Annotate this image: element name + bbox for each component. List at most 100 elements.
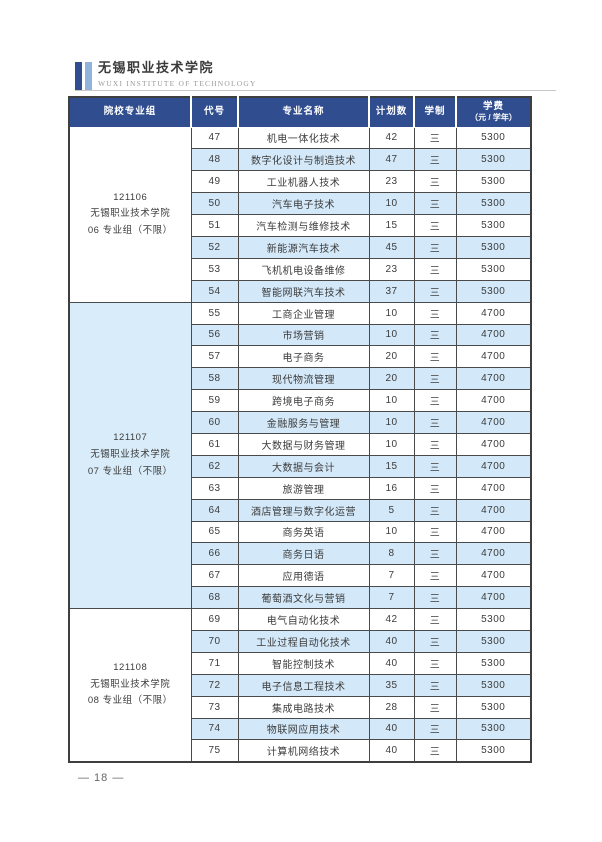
cell-fee: 5300 bbox=[455, 739, 532, 763]
school-header: 无锡职业技术学院 WUXI INSTITUTE OF TECHNOLOGY bbox=[75, 60, 257, 91]
cell-major: 汽车电子技术 bbox=[237, 192, 370, 216]
page-number: — 18 — bbox=[78, 772, 125, 784]
school-logo-icon bbox=[75, 62, 92, 91]
cell-fee: 5300 bbox=[455, 214, 532, 237]
cell-fee: 5300 bbox=[455, 192, 532, 216]
cell-plan: 40 bbox=[368, 651, 415, 675]
cell-major: 酒店管理与数字化运营 bbox=[237, 498, 370, 522]
cell-fee: 4700 bbox=[455, 432, 532, 456]
school-title-block: 无锡职业技术学院 WUXI INSTITUTE OF TECHNOLOGY bbox=[98, 60, 257, 88]
cell-fee: 5300 bbox=[455, 651, 532, 675]
cell-fee: 4700 bbox=[455, 323, 532, 347]
cell-years: 三 bbox=[413, 564, 457, 588]
cell-years: 三 bbox=[413, 323, 457, 347]
table-row: 63 旅游管理 16 三 4700 bbox=[69, 476, 532, 500]
cell-major: 工业过程自动化技术 bbox=[237, 629, 370, 653]
cell-fee: 5300 bbox=[455, 170, 532, 194]
table-row: 57 电子商务 20 三 4700 bbox=[69, 345, 532, 369]
cell-plan: 35 bbox=[368, 673, 415, 697]
cell-major: 商务日语 bbox=[237, 542, 370, 566]
cell-years: 三 bbox=[413, 279, 457, 303]
group-id: 121106 bbox=[113, 191, 148, 203]
cell-code: 61 bbox=[190, 432, 239, 456]
cell-plan: 5 bbox=[368, 498, 415, 522]
cell-plan: 10 bbox=[368, 411, 415, 434]
cell-fee: 5300 bbox=[455, 717, 532, 741]
table-row: 61 大数据与财务管理 10 三 4700 bbox=[69, 432, 532, 456]
cell-plan: 10 bbox=[368, 520, 415, 544]
cell-plan: 42 bbox=[368, 126, 415, 150]
cell-major: 金融服务与管理 bbox=[237, 411, 370, 434]
col-header-group: 院校专业组 bbox=[69, 97, 191, 128]
cell-plan: 15 bbox=[368, 454, 415, 478]
cell-code: 56 bbox=[190, 323, 239, 347]
cell-major: 计算机网络技术 bbox=[237, 739, 370, 763]
group-id: 121107 bbox=[113, 432, 148, 444]
cell-plan: 23 bbox=[368, 170, 415, 194]
cell-code: 51 bbox=[190, 214, 239, 237]
cell-years: 三 bbox=[413, 170, 457, 194]
header-divider bbox=[75, 90, 556, 91]
cell-plan: 23 bbox=[368, 257, 415, 281]
group-cell: 121106 无锡职业技术学院 06 专业组（不限） bbox=[68, 126, 192, 303]
cell-years: 三 bbox=[413, 214, 457, 237]
cell-fee: 5300 bbox=[455, 695, 532, 719]
group-school: 无锡职业技术学院 bbox=[90, 678, 171, 690]
cell-major: 工业机器人技术 bbox=[237, 170, 370, 194]
cell-fee: 4700 bbox=[455, 345, 532, 369]
group-school: 无锡职业技术学院 bbox=[90, 208, 171, 220]
cell-plan: 40 bbox=[368, 739, 415, 763]
cell-major: 汽车检测与维修技术 bbox=[237, 214, 370, 237]
table-row: 52 新能源汽车技术 45 三 5300 bbox=[69, 235, 532, 259]
col-header-fee-line2: （元 / 学年） bbox=[470, 113, 517, 123]
cell-fee: 5300 bbox=[455, 673, 532, 697]
cell-major: 集成电路技术 bbox=[237, 695, 370, 719]
cell-code: 59 bbox=[190, 389, 239, 413]
group-id: 121108 bbox=[113, 662, 148, 674]
col-header-years: 学制 bbox=[413, 97, 456, 128]
table-row: 67 应用德语 7 三 4700 bbox=[69, 564, 532, 588]
cell-major: 电子商务 bbox=[237, 345, 370, 369]
cell-fee: 5300 bbox=[455, 608, 532, 631]
cell-years: 三 bbox=[413, 148, 457, 172]
group-label: 07 专业组（不限） bbox=[87, 465, 173, 477]
table-row: 72 电子信息工程技术 35 三 5300 bbox=[69, 673, 532, 697]
group-cell: 121108 无锡职业技术学院 08 专业组（不限） bbox=[68, 608, 192, 763]
cell-code: 75 bbox=[190, 739, 239, 763]
table-row: 121106 无锡职业技术学院 06 专业组（不限） 47 机电一体化技术 42 三 5300 bbox=[68, 126, 532, 303]
cell-code: 65 bbox=[190, 520, 239, 544]
table-row: 60 金融服务与管理 10 三 4700 bbox=[69, 411, 532, 434]
group-label: 08 专业组（不限） bbox=[87, 695, 173, 707]
cell-major: 大数据与会计 bbox=[237, 454, 370, 478]
cell-plan: 28 bbox=[368, 695, 415, 719]
table-row: 68 葡萄酒文化与营销 7 三 4700 bbox=[69, 586, 532, 610]
cell-plan: 10 bbox=[368, 192, 415, 216]
cell-code: 54 bbox=[190, 279, 239, 303]
col-header-major: 专业名称 bbox=[237, 97, 369, 128]
cell-plan: 8 bbox=[368, 542, 415, 566]
table-row: 121108 无锡职业技术学院 08 专业组（不限） 69 电气自动化技术 42 三 5300 bbox=[68, 608, 532, 763]
cell-fee: 4700 bbox=[455, 454, 532, 478]
cell-major: 智能控制技术 bbox=[237, 651, 370, 675]
cell-code: 72 bbox=[190, 673, 239, 697]
cell-major: 工商企业管理 bbox=[237, 301, 370, 325]
col-header-fee-line1: 学费 bbox=[482, 101, 504, 113]
cell-code: 49 bbox=[190, 170, 239, 194]
cell-major: 电气自动化技术 bbox=[237, 608, 370, 631]
table-row: 74 物联网应用技术 40 三 5300 bbox=[69, 717, 532, 741]
cell-code: 55 bbox=[190, 301, 239, 325]
cell-code: 63 bbox=[190, 476, 239, 500]
cell-years: 三 bbox=[413, 608, 457, 631]
cell-years: 三 bbox=[413, 629, 457, 653]
table-row: 56 市场营销 10 三 4700 bbox=[69, 323, 532, 347]
cell-fee: 5300 bbox=[455, 279, 532, 303]
cell-years: 三 bbox=[413, 673, 457, 697]
cell-major: 物联网应用技术 bbox=[237, 717, 370, 741]
cell-years: 三 bbox=[413, 454, 457, 478]
cell-code: 74 bbox=[190, 717, 239, 741]
cell-plan: 45 bbox=[368, 235, 415, 259]
table-row: 75 计算机网络技术 40 三 5300 bbox=[69, 739, 532, 763]
cell-major: 商务英语 bbox=[237, 520, 370, 544]
col-header-code: 代号 bbox=[190, 97, 238, 128]
cell-code: 53 bbox=[190, 257, 239, 281]
